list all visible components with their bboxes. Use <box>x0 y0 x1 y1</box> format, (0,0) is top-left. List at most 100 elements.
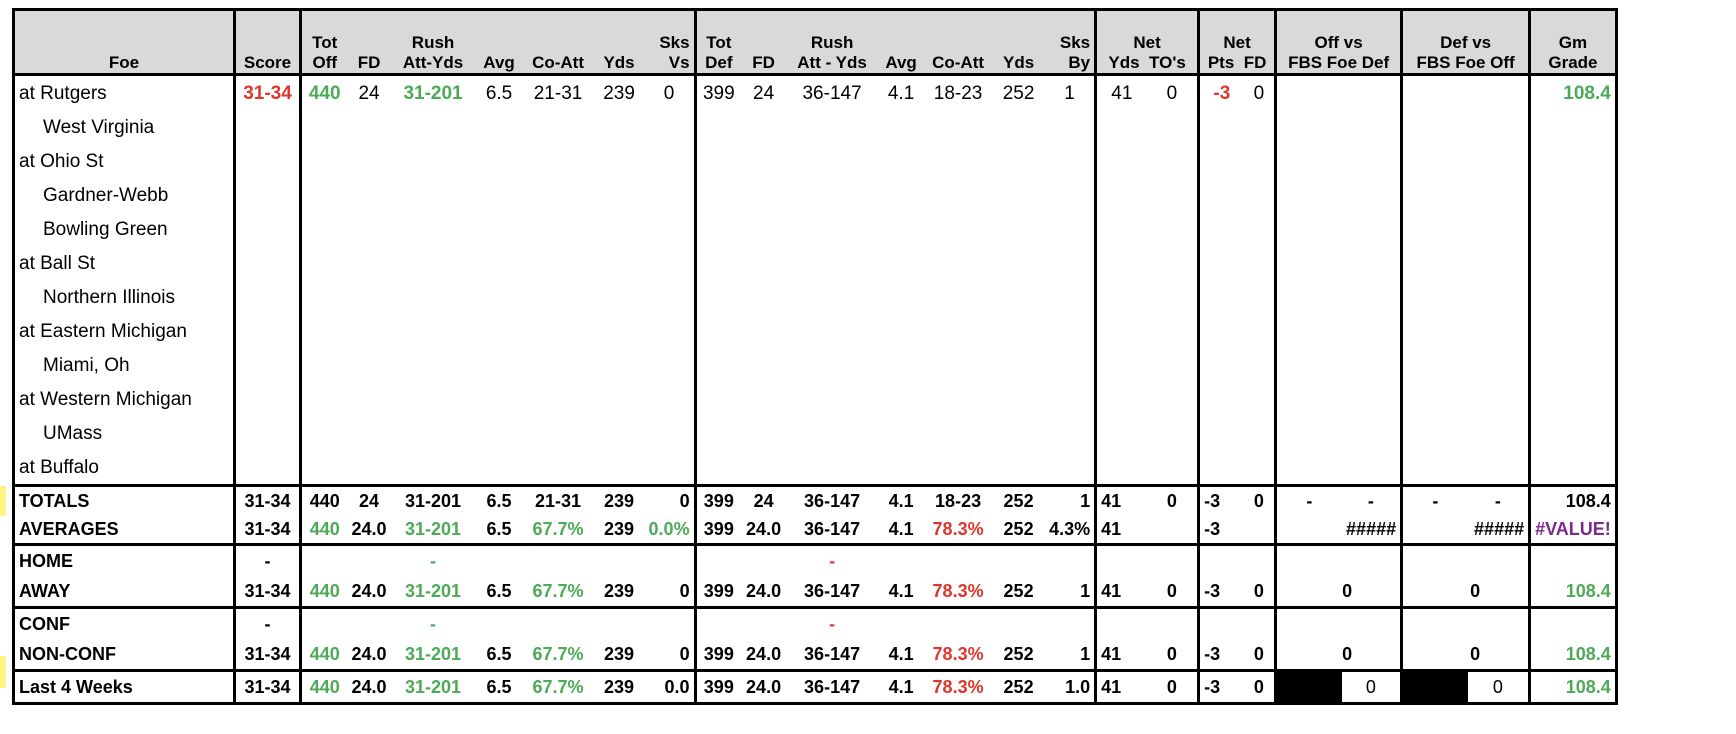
co-att-cell <box>523 450 594 486</box>
score-cell <box>234 178 302 212</box>
avg2-cell <box>878 348 924 382</box>
header-sks-by: Sks By <box>1045 8 1098 76</box>
foe-cell: at Rutgers <box>12 74 236 110</box>
avg-cell <box>476 212 523 246</box>
avg-cell: 6.5 <box>475 484 523 515</box>
yds-cell <box>594 212 645 246</box>
score-cell: - <box>234 607 302 639</box>
header-rush-def: Rush Att - Yds <box>786 8 879 76</box>
off-vs-a-cell <box>1276 178 1342 212</box>
avg2-cell <box>878 382 924 416</box>
score-cell <box>234 416 302 450</box>
yds-cell <box>594 144 645 178</box>
score-cell: 31-34 <box>234 639 302 672</box>
header-co-att-def: Co-Att <box>924 8 993 76</box>
yds-cell <box>594 382 645 416</box>
tot-def-cell <box>695 545 741 577</box>
yds2-cell <box>992 178 1045 212</box>
net-pts-cell <box>1199 348 1244 382</box>
co-att-cell <box>523 212 594 246</box>
game-row: UMass <box>12 416 1618 450</box>
summary-label: CONF <box>12 607 236 639</box>
score-cell <box>234 382 302 416</box>
avg-cell <box>476 545 523 577</box>
sks-vs-cell <box>644 246 697 280</box>
rush-cell <box>391 178 476 212</box>
header-tot-def: Tot Def <box>695 8 742 76</box>
co-att2-cell <box>924 416 992 450</box>
avg2-cell: 4.1 <box>878 484 925 515</box>
foe-cell: at Ohio St <box>12 144 236 178</box>
off-vs-a-cell <box>1276 144 1342 178</box>
yds-cell <box>594 110 645 144</box>
net-fd-cell <box>1243 416 1278 450</box>
off-vs-cell: 0 <box>1275 576 1404 609</box>
score-cell <box>234 212 302 246</box>
net-fd-cell <box>1243 246 1278 280</box>
sks-by-cell: 1.0 <box>1045 670 1098 705</box>
tot-def-cell: 399 <box>695 576 742 609</box>
gm-grade-cell <box>1529 607 1618 639</box>
foe-cell: UMass <box>12 416 236 450</box>
yds2-cell: 252 <box>992 515 1046 546</box>
net-pts-cell <box>1199 144 1244 178</box>
avg2-cell: 4.1 <box>887 82 915 104</box>
net-yds-cell <box>1096 382 1147 416</box>
net-fd-cell <box>1243 515 1278 546</box>
yds-cell <box>594 280 645 314</box>
net-yds-cell <box>1096 416 1147 450</box>
gm-grade-cell: #VALUE! <box>1529 515 1618 546</box>
co-att-cell <box>523 280 594 314</box>
tot-off-cell: 440 <box>308 82 341 104</box>
yds-cell: 239 <box>593 515 645 546</box>
gm-grade-cell <box>1529 450 1618 486</box>
net-yds-cell <box>1096 450 1147 486</box>
summary-rows: TOTALS 31-34 440 24 31-201 6.5 21-31 239 0 399 24 3… <box>12 484 1618 705</box>
co-att-cell <box>523 110 594 144</box>
def-vs-cell <box>1401 607 1532 639</box>
net-pts-cell <box>1199 314 1244 348</box>
net-to-cell <box>1146 178 1201 212</box>
net-pts-cell <box>1199 178 1244 212</box>
fd-cell <box>348 545 391 577</box>
tot-def-cell: 399 <box>695 515 742 546</box>
game-row: at Rutgers 31-34 440 24 31-201 6.5 21-31 239 0 39… <box>12 74 1618 110</box>
home-row: HOME - - - <box>12 544 1618 577</box>
net-to-cell <box>1146 144 1201 178</box>
net-pts-cell: -3 <box>1213 82 1231 104</box>
def-vs-a-cell <box>1402 178 1468 212</box>
sks-by-cell <box>1045 382 1098 416</box>
co-att-cell <box>523 545 594 577</box>
off-vs-b-cell <box>1341 416 1404 450</box>
net-yds-cell <box>1096 144 1147 178</box>
yds2-cell: 252 <box>992 639 1046 672</box>
net-yds-cell: 41 <box>1095 639 1147 672</box>
def-vs-b-cell <box>1467 212 1532 246</box>
avg2-cell <box>878 178 924 212</box>
totals-row: TOTALS 31-34 440 24 31-201 6.5 21-31 239 0 399 24 3… <box>12 484 1618 515</box>
score-cell <box>234 450 302 486</box>
off-b-cell: - <box>1341 484 1404 515</box>
summary-label: AWAY <box>12 576 236 609</box>
avg2-cell: 4.1 <box>878 670 925 705</box>
yds-cell: 239 <box>593 639 645 672</box>
off-vs-a-cell <box>1276 314 1342 348</box>
tot-off-cell <box>301 348 348 382</box>
avg-cell: 6.5 <box>475 639 523 672</box>
fd2-cell <box>741 178 786 212</box>
def-vs-cell: ##### <box>1401 515 1532 546</box>
tot-def-cell <box>695 314 741 348</box>
rush-cell <box>391 246 476 280</box>
co-att2-cell: 18-23 <box>933 82 983 104</box>
fd2-cell <box>741 144 786 178</box>
co-att-cell: 67.7% <box>522 639 594 672</box>
fd-cell: 24 <box>358 82 380 104</box>
tot-off-cell <box>301 110 348 144</box>
def-vs-b-cell <box>1467 74 1532 110</box>
game-rows: at Rutgers 31-34 440 24 31-201 6.5 21-31 239 0 39… <box>12 74 1618 486</box>
tot-def-cell: 399 <box>695 639 742 672</box>
sks-vs-cell <box>644 314 697 348</box>
game-row: at Buffalo <box>12 450 1618 486</box>
gm-grade-cell <box>1529 280 1618 314</box>
off-vs-b-cell <box>1341 348 1404 382</box>
